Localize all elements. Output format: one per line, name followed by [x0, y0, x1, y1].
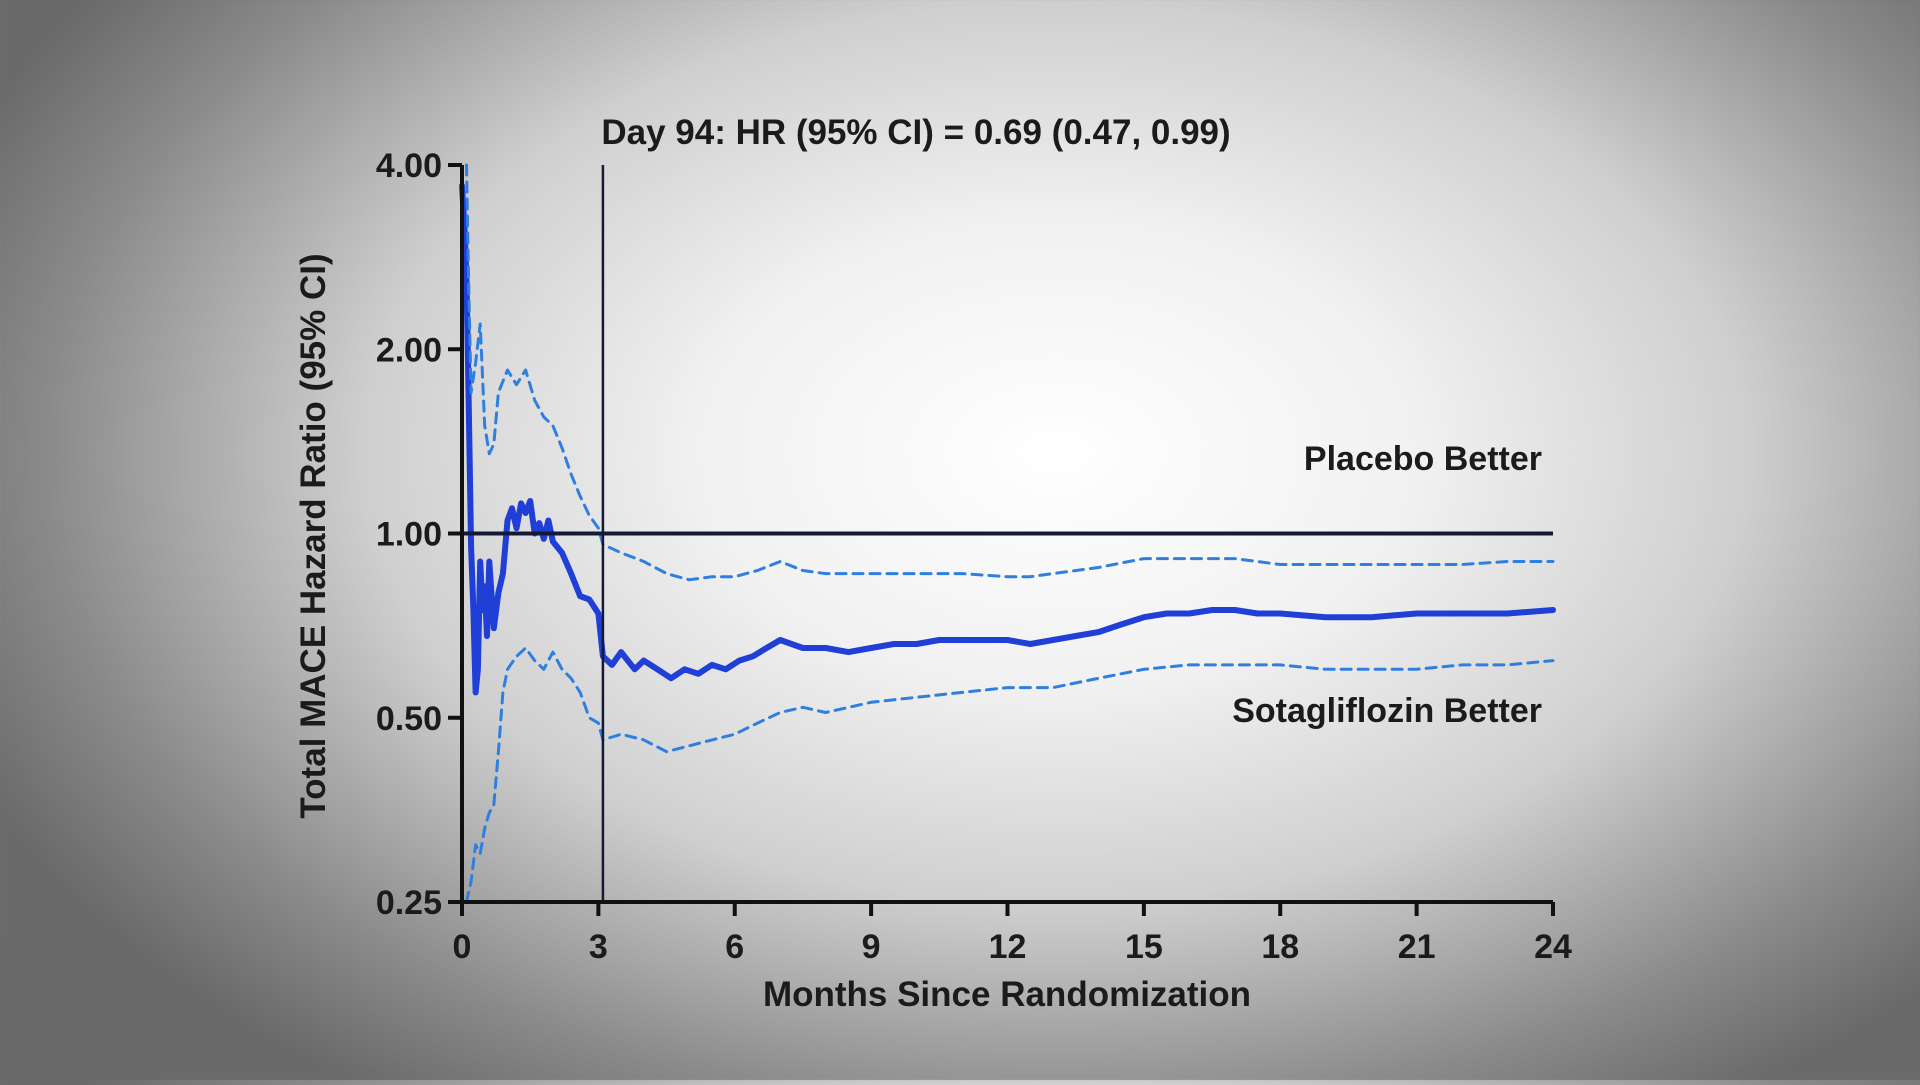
x-tick-label: 6	[725, 928, 744, 966]
y-tick-label: 4.00	[376, 147, 442, 185]
chart-title: Day 94: HR (95% CI) = 0.69 (0.47, 0.99)	[601, 113, 1230, 152]
y-tick-label: 2.00	[376, 331, 442, 369]
x-axis-label: Months Since Randomization	[763, 975, 1251, 1014]
ci-bound-line	[465, 646, 1555, 904]
ci-bound-line	[465, 163, 1555, 582]
reference-lines	[462, 165, 1553, 902]
annotation-placebo-better: Placebo Better	[1304, 440, 1542, 478]
x-tick-label: 0	[453, 928, 472, 966]
annotation-sotagliflozin-better: Sotagliflozin Better	[1232, 692, 1542, 730]
x-tick-label: 9	[862, 928, 881, 966]
x-tick-label: 24	[1534, 928, 1572, 966]
y-axis-label: Total MACE Hazard Ratio (95% CI)	[294, 253, 333, 818]
series-layer	[459, 163, 1556, 904]
y-tick-label: 0.25	[376, 884, 442, 922]
x-tick-label: 12	[989, 928, 1027, 966]
ticks: 0.25 0.50 1.00 2.00 4.00 0 3 6 9 12 15 18 21 24	[376, 147, 1572, 966]
x-tick-label: 21	[1398, 928, 1436, 966]
y-tick-label: 1.00	[376, 516, 442, 554]
x-tick-label: 3	[589, 928, 608, 966]
hazard-ratio-line	[459, 182, 1556, 696]
x-tick-label: 15	[1125, 928, 1163, 966]
x-tick-label: 18	[1261, 928, 1299, 966]
y-tick-label: 0.50	[376, 700, 442, 738]
